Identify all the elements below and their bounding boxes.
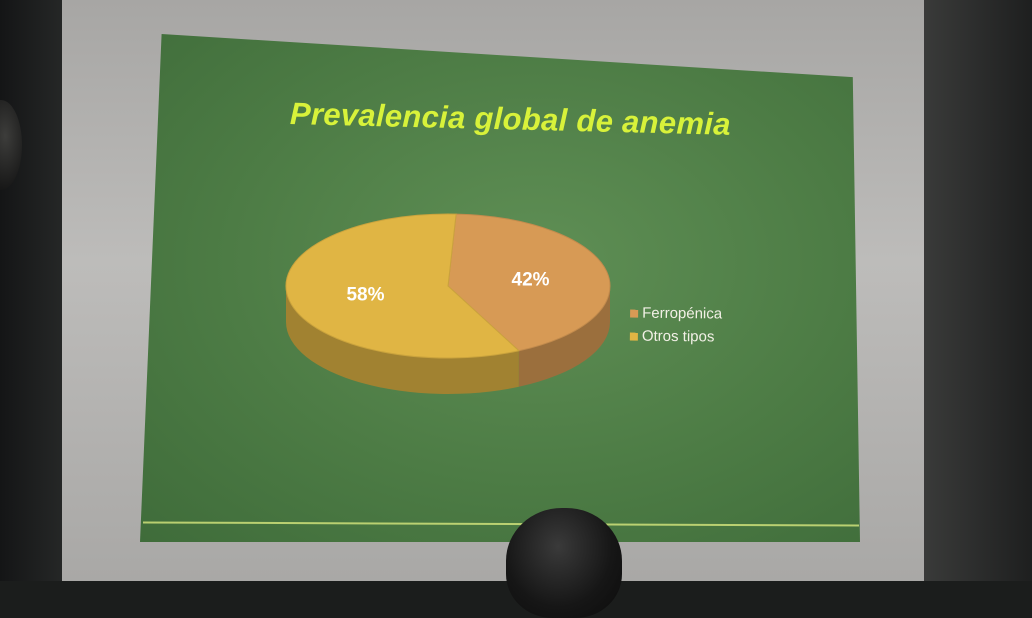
data-label-otros-tipos: 58% [346,284,384,305]
chart-legend: Ferropénica Otros tipos [629,302,723,349]
pie-side-otros-tipos-0 [286,286,519,394]
audience-head-silhouette [506,508,622,618]
legend-label-ferropenica: Ferropénica [642,304,723,323]
pie-slice-ferrop-nica [447,213,611,352]
room-wall-right [922,0,1032,581]
pie-slice-otros-tipos [285,213,520,359]
legend-item-otros-tipos: Otros tipos [629,325,722,349]
pie-chart: 42% 58% [285,213,611,394]
legend-swatch-otros-tipos [629,332,638,341]
legend-label-otros-tipos: Otros tipos [641,327,715,346]
legend-swatch-ferropenica [630,309,639,318]
data-label-ferrop-nica: 42% [512,270,550,291]
audience-member-left [0,100,22,190]
legend-item-ferropenica: Ferropénica [630,302,722,326]
